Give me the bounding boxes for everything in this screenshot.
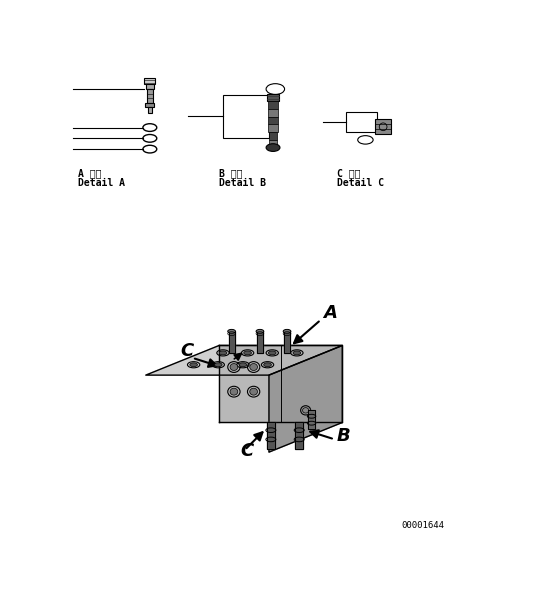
Ellipse shape: [230, 364, 237, 370]
Text: Detail B: Detail B: [219, 178, 266, 188]
Polygon shape: [284, 331, 290, 353]
Polygon shape: [267, 423, 275, 450]
Polygon shape: [308, 410, 315, 429]
Bar: [147, 89, 153, 103]
Ellipse shape: [283, 329, 291, 333]
Text: B 詳細: B 詳細: [219, 168, 242, 178]
Polygon shape: [257, 331, 263, 353]
Bar: [268, 132, 278, 140]
Bar: [223, 95, 269, 138]
Text: B: B: [336, 427, 350, 445]
Bar: [346, 112, 377, 132]
Polygon shape: [228, 331, 235, 353]
Bar: [145, 103, 154, 107]
Ellipse shape: [239, 363, 247, 367]
Ellipse shape: [263, 363, 272, 367]
Text: Detail A: Detail A: [78, 178, 125, 188]
Ellipse shape: [302, 407, 309, 413]
Ellipse shape: [266, 144, 280, 151]
Bar: [268, 124, 278, 132]
FancyBboxPatch shape: [375, 119, 391, 135]
Ellipse shape: [228, 329, 235, 333]
Bar: [269, 140, 277, 148]
Ellipse shape: [219, 351, 227, 355]
Text: C: C: [180, 342, 193, 360]
Text: 00001644: 00001644: [401, 521, 445, 530]
Bar: [268, 117, 278, 124]
FancyBboxPatch shape: [144, 78, 155, 84]
Polygon shape: [219, 346, 342, 423]
Ellipse shape: [268, 351, 276, 355]
Ellipse shape: [230, 388, 237, 395]
Text: C 詳細: C 詳細: [337, 168, 360, 178]
Bar: [268, 102, 279, 109]
Ellipse shape: [293, 351, 301, 355]
Ellipse shape: [244, 351, 252, 355]
Text: Detail C: Detail C: [337, 178, 384, 188]
Text: A: A: [324, 304, 337, 322]
Polygon shape: [295, 423, 303, 450]
Ellipse shape: [250, 364, 258, 370]
Bar: [148, 107, 152, 113]
Ellipse shape: [256, 329, 264, 333]
Bar: [146, 84, 154, 89]
Text: C: C: [240, 442, 253, 460]
Bar: [268, 109, 278, 117]
Polygon shape: [269, 346, 342, 452]
Ellipse shape: [190, 363, 197, 367]
Text: A 詳細: A 詳細: [78, 168, 102, 178]
FancyBboxPatch shape: [267, 94, 279, 102]
Ellipse shape: [250, 388, 258, 395]
Polygon shape: [146, 346, 342, 375]
Ellipse shape: [214, 363, 222, 367]
